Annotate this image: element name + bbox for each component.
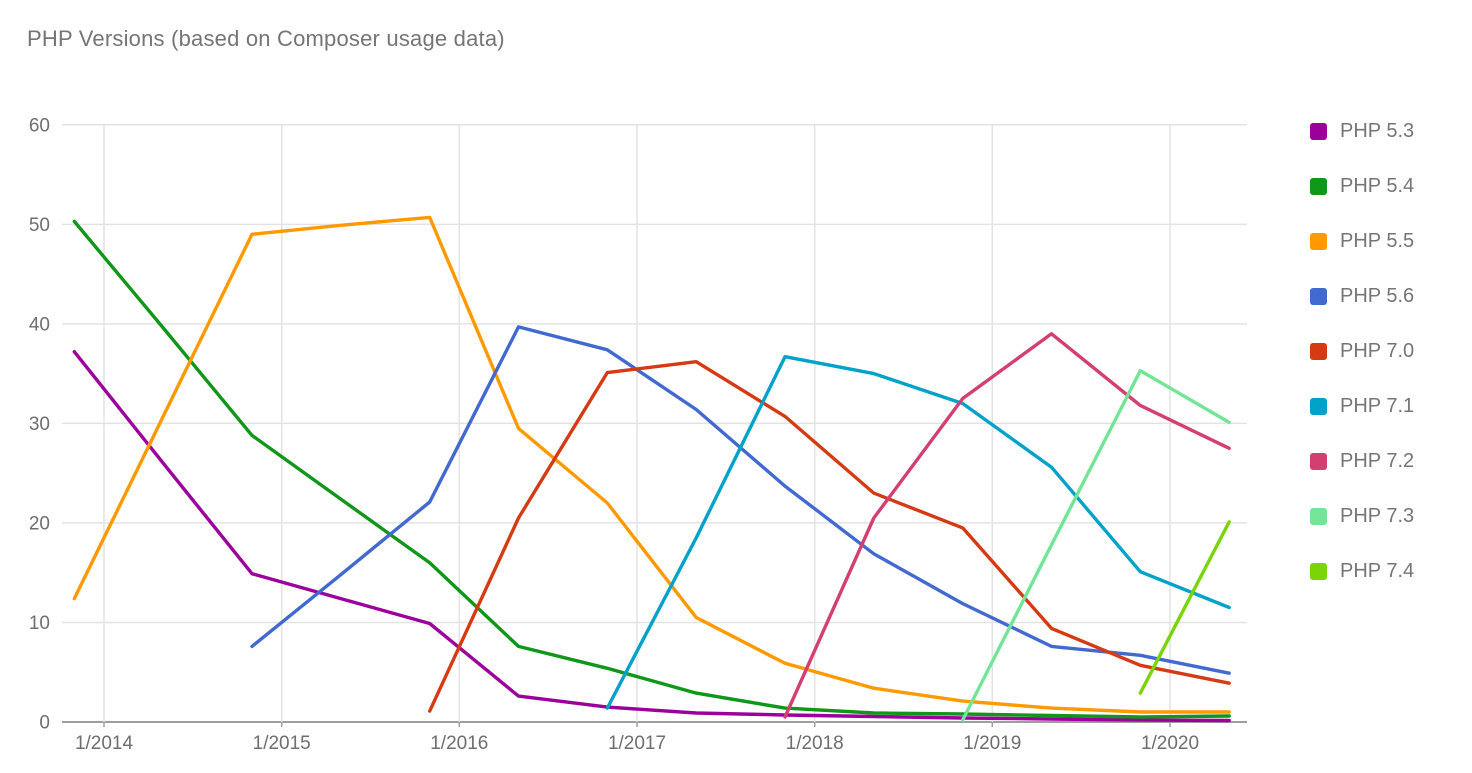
legend-item-php-5-5[interactable]: PHP 5.5 xyxy=(1310,230,1415,252)
legend-item-php-7-0[interactable]: PHP 7.0 xyxy=(1310,340,1415,362)
legend-swatch-php-7-2 xyxy=(1310,453,1327,470)
series-line-php-5-5[interactable] xyxy=(72,215,1231,714)
legend-item-php-7-2[interactable]: PHP 7.2 xyxy=(1310,450,1415,472)
legend-swatch-php-5-6 xyxy=(1310,288,1327,305)
legend-label: PHP 7.4 xyxy=(1340,560,1415,582)
legend-swatch-php-5-5 xyxy=(1310,233,1327,250)
legend-item-php-5-4[interactable]: PHP 5.4 xyxy=(1310,175,1415,197)
series-line-php-5-4[interactable] xyxy=(72,219,1231,719)
x-axis-tick-label: 1/2016 xyxy=(430,733,488,754)
x-axis-tick-label: 1/2019 xyxy=(963,733,1021,754)
legend-label: PHP 7.0 xyxy=(1340,340,1415,362)
x-axis-tick-label: 1/2017 xyxy=(608,733,666,754)
legend-swatch-php-7-1 xyxy=(1310,398,1327,415)
legend-label: PHP 5.6 xyxy=(1340,285,1415,307)
chart-title: PHP Versions (based on Composer usage da… xyxy=(27,26,505,51)
y-axis-tick-label: 0 xyxy=(39,713,50,734)
legend-item-php-7-3[interactable]: PHP 7.3 xyxy=(1310,505,1415,527)
y-axis-tick-label: 30 xyxy=(29,414,50,435)
legend-label: PHP 5.5 xyxy=(1340,230,1415,252)
series-line-php-7-0[interactable] xyxy=(428,360,1231,713)
series-line-php-7-4[interactable] xyxy=(1138,520,1231,695)
chart-legend: PHP 5.3 PHP 5.4 PHP 5.5 PHP 5.6 PHP 7.0 PHP 7… xyxy=(1310,120,1415,582)
x-axis-tick-label: 1/2014 xyxy=(75,733,134,754)
legend-item-php-5-3[interactable]: PHP 5.3 xyxy=(1310,120,1415,142)
legend-label: PHP 5.3 xyxy=(1340,120,1415,142)
x-axis-tick-label: 1/2018 xyxy=(786,733,844,754)
legend-swatch-php-5-4 xyxy=(1310,178,1327,195)
y-axis-tick-label: 60 xyxy=(29,115,50,136)
legend-swatch-php-7-3 xyxy=(1310,508,1327,525)
legend-item-php-7-4[interactable]: PHP 7.4 xyxy=(1310,560,1415,582)
legend-swatch-php-5-3 xyxy=(1310,123,1327,140)
y-axis-tick-label: 10 xyxy=(29,613,50,634)
legend-label: PHP 7.1 xyxy=(1340,395,1415,417)
y-axis-tick-label: 40 xyxy=(29,314,50,335)
x-axis-tick-label: 1/2020 xyxy=(1141,733,1199,754)
x-axis-tick-label: 1/2015 xyxy=(253,733,311,754)
series-line-php-5-3[interactable] xyxy=(72,350,1231,723)
legend-item-php-7-1[interactable]: PHP 7.1 xyxy=(1310,395,1415,417)
series-line-php-5-6[interactable] xyxy=(250,325,1231,675)
legend-item-php-5-6[interactable]: PHP 5.6 xyxy=(1310,285,1415,307)
legend-swatch-php-7-0 xyxy=(1310,343,1327,360)
series-line-php-7-3[interactable] xyxy=(961,369,1231,722)
series-line-php-7-1[interactable] xyxy=(605,355,1231,710)
legend-label: PHP 5.4 xyxy=(1340,175,1415,197)
y-axis-tick-label: 50 xyxy=(29,215,50,236)
y-axis-tick-label: 20 xyxy=(29,513,50,534)
series-line-php-7-2[interactable] xyxy=(783,332,1231,719)
legend-label: PHP 7.2 xyxy=(1340,450,1415,472)
legend-label: PHP 7.3 xyxy=(1340,505,1415,527)
legend-swatch-php-7-4 xyxy=(1310,563,1327,580)
